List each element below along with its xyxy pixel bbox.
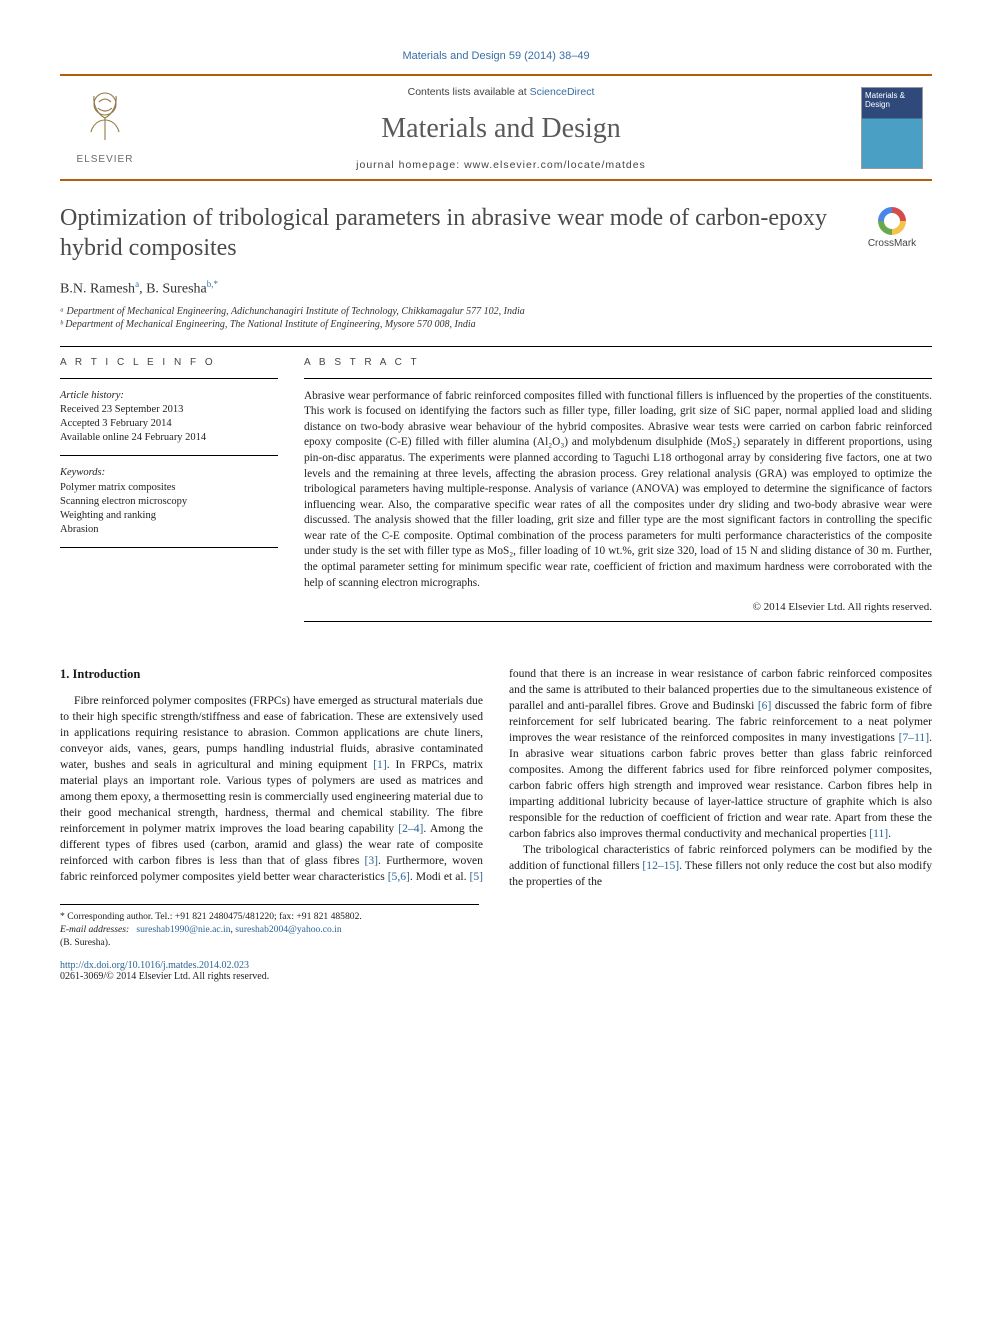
sciencedirect-link[interactable]: ScienceDirect <box>530 86 595 98</box>
issn-copyright: 0261-3069/© 2014 Elsevier Ltd. All right… <box>60 971 932 982</box>
intro-p2a: than that of glass fibres <box>242 854 364 867</box>
elsevier-tree-icon <box>79 90 131 150</box>
contents-available: Contents lists available at ScienceDirec… <box>156 86 846 98</box>
abstract-copyright: © 2014 Elsevier Ltd. All rights reserved… <box>304 601 932 613</box>
author-2: B. Suresha <box>146 282 207 297</box>
article-history: Article history: Received 23 September 2… <box>60 389 278 457</box>
history-accepted: Accepted 3 February 2014 <box>60 417 278 431</box>
abstract-bottom-rule <box>304 621 932 622</box>
corr-email-line: E-mail addresses: sureshab1990@nie.ac.in… <box>60 924 479 937</box>
history-online: Available online 24 February 2014 <box>60 431 278 445</box>
info-abstract-row: A R T I C L E I N F O Article history: R… <box>60 357 932 623</box>
keywords-head: Keywords: <box>60 466 278 480</box>
ref-12-15[interactable]: [12–15] <box>642 859 679 872</box>
history-head: Article history: <box>60 389 278 403</box>
title-row: Optimization of tribological parameters … <box>60 203 932 263</box>
author-1: B.N. Ramesh <box>60 282 135 297</box>
article-info-column: A R T I C L E I N F O Article history: R… <box>60 357 278 623</box>
journal-cover-thumb: Materials & Design <box>861 87 923 169</box>
ref-2-4[interactable]: [2–4] <box>398 822 423 835</box>
crossmark-widget[interactable]: CrossMark <box>852 203 932 249</box>
intro-para-3: The tribological characteristics of fabr… <box>509 842 932 890</box>
corr-email-2[interactable]: sureshab2004@yahoo.co.in <box>235 924 341 935</box>
doi-line: http://dx.doi.org/10.1016/j.matdes.2014.… <box>60 960 932 971</box>
affiliation-b: ᵇ Department of Mechanical Engineering, … <box>60 319 932 330</box>
corr-star: * <box>213 279 218 289</box>
article-title: Optimization of tribological parameters … <box>60 203 838 263</box>
keyword-2: Scanning electron microscopy <box>60 495 278 509</box>
cover-label: Materials & Design <box>865 91 919 109</box>
header-center: Contents lists available at ScienceDirec… <box>150 76 852 179</box>
homepage-prefix: journal homepage: <box>356 159 464 171</box>
ref-1[interactable]: [1] <box>373 758 387 771</box>
intro-p2g: . <box>888 827 891 840</box>
abstract-top-rule <box>304 378 932 379</box>
intro-p2f: . In abrasive wear situations carbon fab… <box>509 731 932 840</box>
homepage-url[interactable]: www.elsevier.com/locate/matdes <box>464 159 646 171</box>
page-root: Materials and Design 59 (2014) 38–49 ELS… <box>0 0 992 1022</box>
abstract-label: A B S T R A C T <box>304 357 932 368</box>
section-1-heading: 1. Introduction <box>60 666 483 683</box>
keyword-3: Weighting and ranking <box>60 509 278 523</box>
corr-email-1[interactable]: sureshab1990@nie.ac.in <box>136 924 230 935</box>
corresponding-footnote: * Corresponding author. Tel.: +91 821 24… <box>60 904 479 950</box>
ref-5[interactable]: [5] <box>469 870 483 883</box>
journal-header: ELSEVIER Contents lists available at Sci… <box>60 74 932 181</box>
ref-6[interactable]: [6] <box>758 699 772 712</box>
keywords-block: Keywords: Polymer matrix composites Scan… <box>60 466 278 548</box>
top-citation: Materials and Design 59 (2014) 38–49 <box>60 50 932 62</box>
email-label: E-mail addresses: <box>60 924 129 935</box>
article-info-label: A R T I C L E I N F O <box>60 357 278 368</box>
affiliation-a: ᵃ Department of Mechanical Engineering, … <box>60 306 932 317</box>
intro-p2c: . Modi et al. <box>410 870 470 883</box>
keyword-1: Polymer matrix composites <box>60 481 278 495</box>
cover-thumbnail-cell: Materials & Design <box>852 76 932 179</box>
abstract-text: Abrasive wear performance of fabric rein… <box>304 389 932 592</box>
body-two-column: 1. Introduction Fibre reinforced polymer… <box>60 666 932 890</box>
ref-7-11[interactable]: [7–11] <box>899 731 929 744</box>
crossmark-icon <box>878 207 906 235</box>
info-top-rule <box>60 378 278 379</box>
separator-rule <box>60 346 932 347</box>
journal-title: Materials and Design <box>156 113 846 145</box>
contents-prefix: Contents lists available at <box>408 86 530 98</box>
history-received: Received 23 September 2013 <box>60 403 278 417</box>
publisher-name: ELSEVIER <box>77 154 134 165</box>
crossmark-label: CrossMark <box>868 238 916 249</box>
corr-author-line: * Corresponding author. Tel.: +91 821 24… <box>60 911 479 924</box>
keyword-4: Abrasion <box>60 523 278 537</box>
abstract-column: A B S T R A C T Abrasive wear performanc… <box>304 357 932 623</box>
ref-11[interactable]: [11] <box>869 827 888 840</box>
ref-3[interactable]: [3] <box>365 854 379 867</box>
ref-5-6[interactable]: [5,6] <box>388 870 410 883</box>
journal-homepage: journal homepage: www.elsevier.com/locat… <box>156 159 846 171</box>
corr-whom: (B. Suresha). <box>60 937 479 950</box>
author-1-aff: a <box>135 279 139 289</box>
publisher-logo: ELSEVIER <box>60 76 150 179</box>
author-list: B.N. Ramesha, B. Sureshab,* <box>60 279 932 298</box>
doi-link[interactable]: http://dx.doi.org/10.1016/j.matdes.2014.… <box>60 960 249 971</box>
